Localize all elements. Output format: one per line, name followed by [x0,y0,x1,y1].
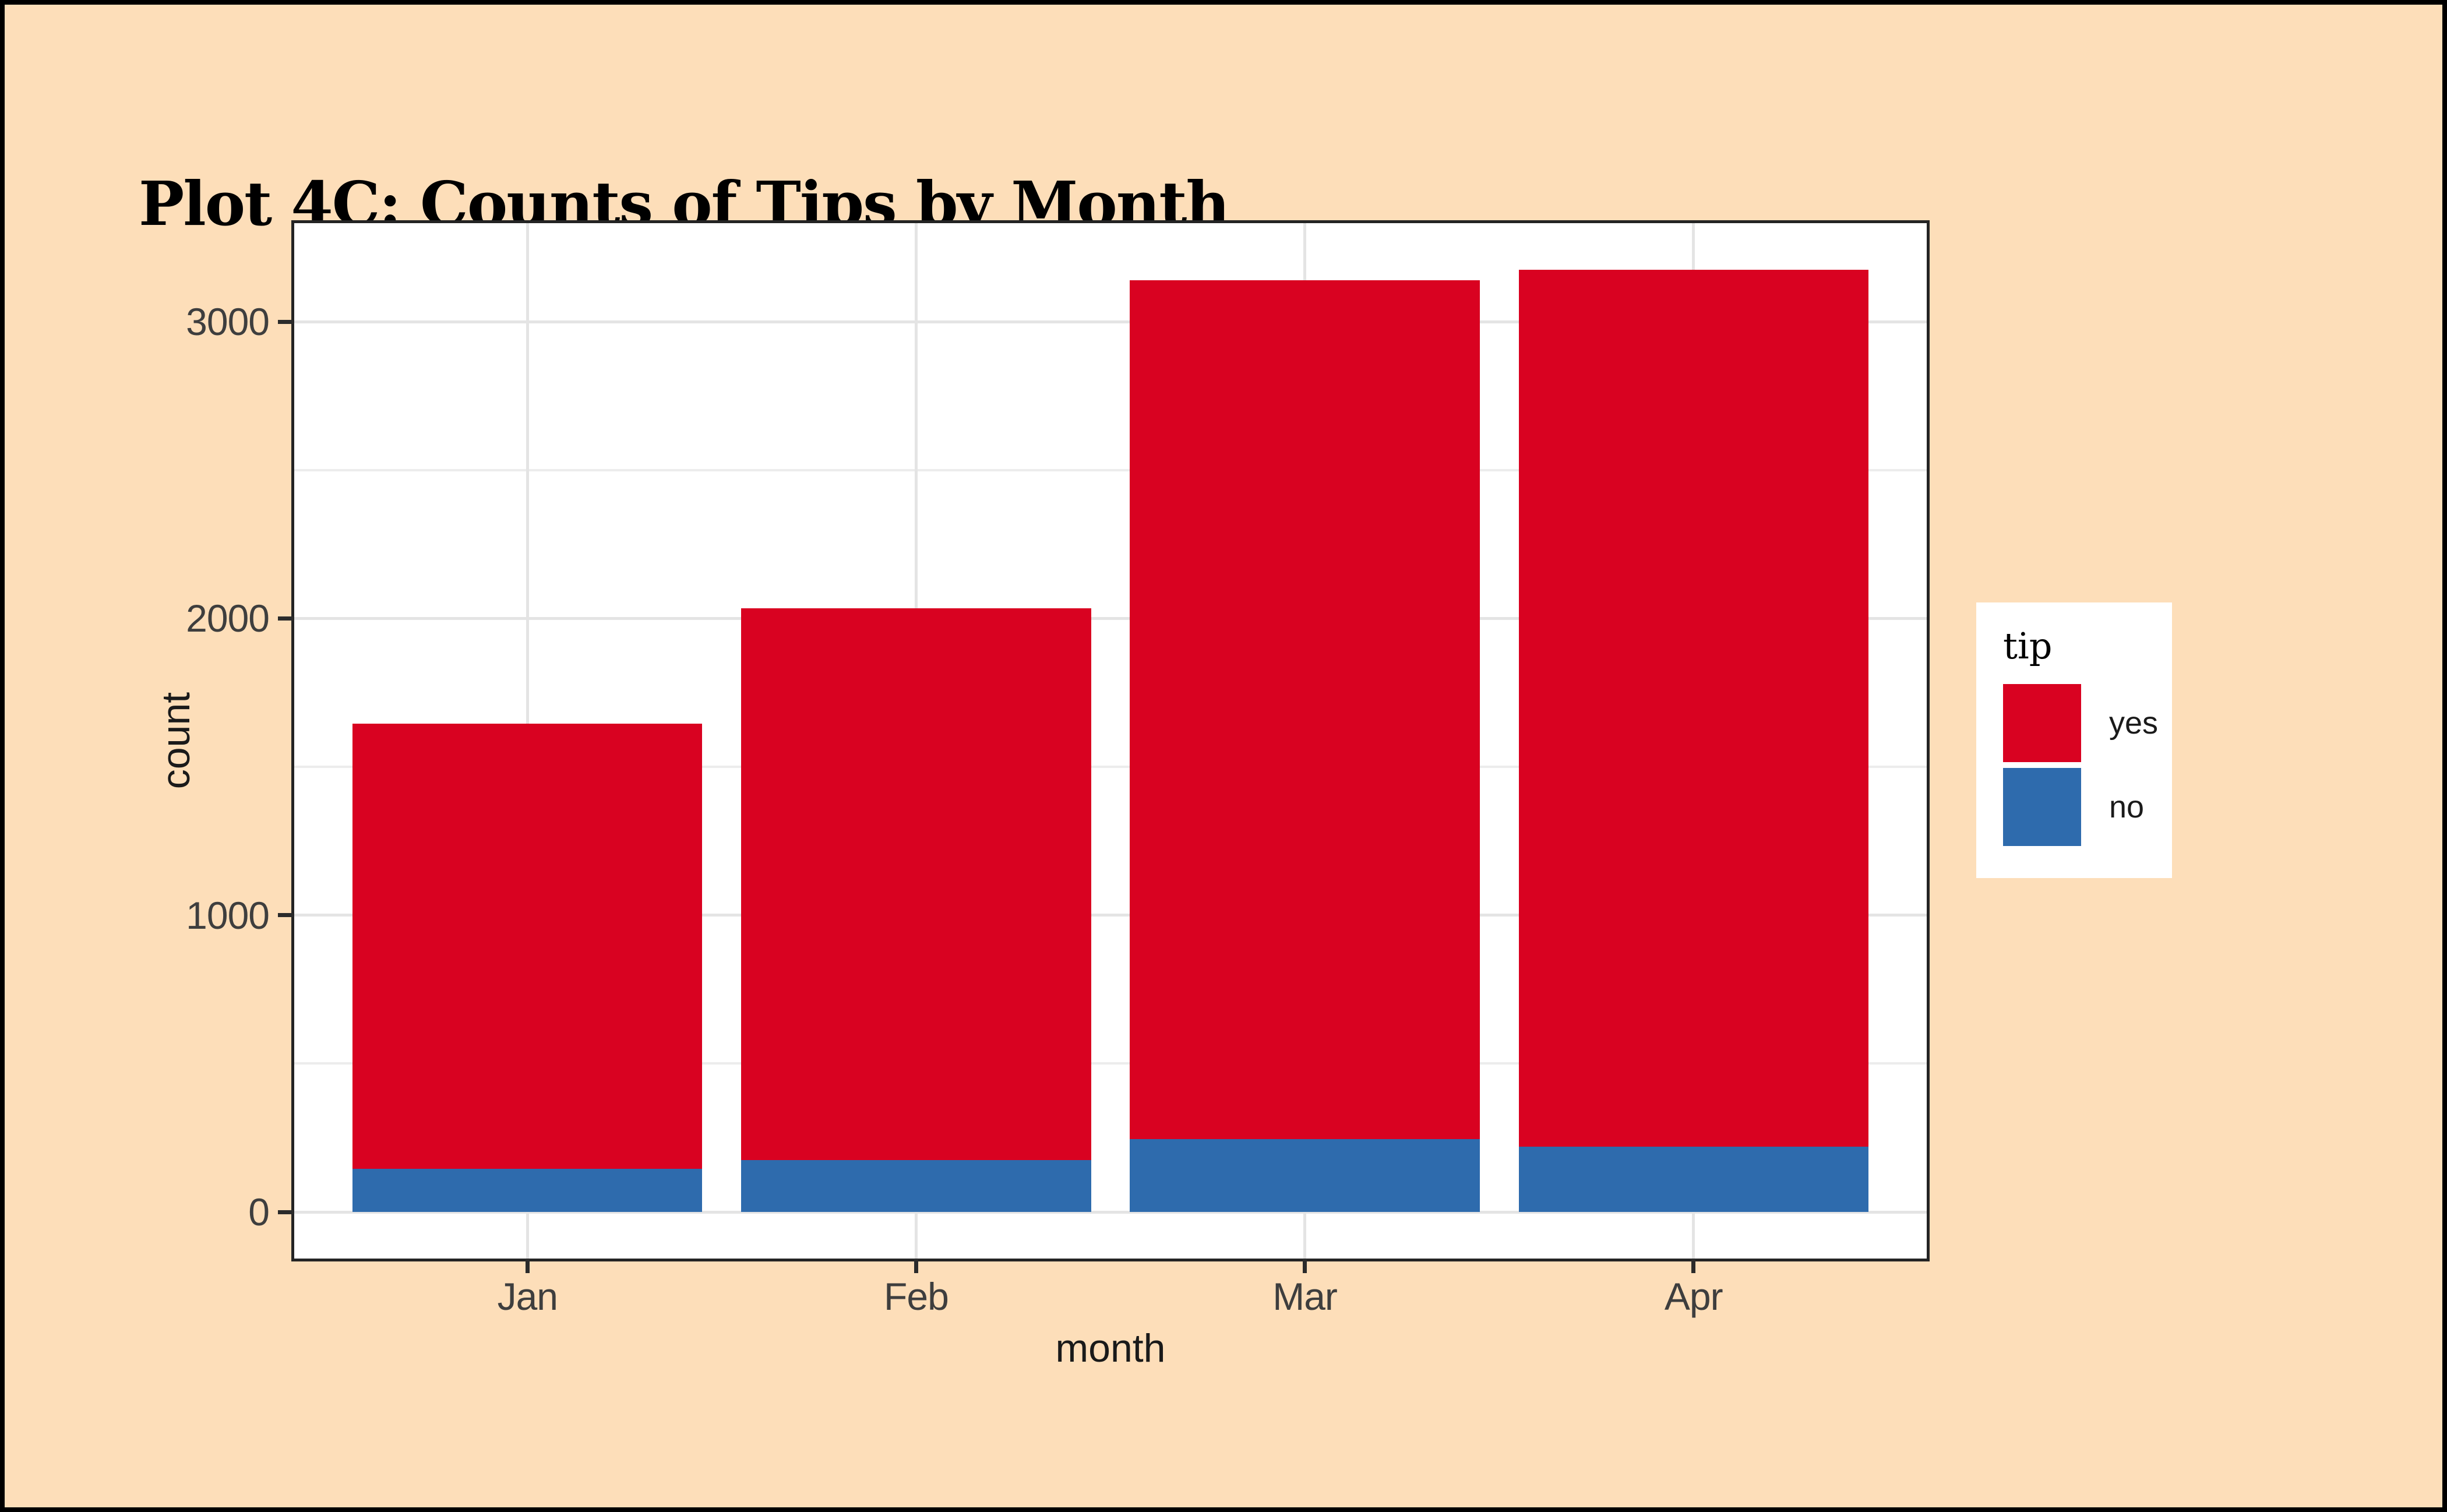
bar-apr-no-segment [1518,1146,1868,1213]
y-tick-label-3000: 3000 [186,300,270,344]
bar-mar-no-segment [1130,1139,1480,1213]
x-tick-label-feb: Feb [884,1275,949,1318]
plot-panel [291,220,1930,1261]
legend-title: tip [2003,625,2053,667]
legend-item-no: no [2003,768,2172,846]
legend-key-no [2003,768,2081,846]
bar-jan-no-segment [352,1169,703,1213]
gridline-minor-2500 [294,468,1927,471]
bar-feb-yes-segment [741,608,1091,1160]
x-tick-label-mar: Mar [1272,1275,1338,1318]
legend-items: yes no [2003,684,2172,846]
y-tick-0 [278,1210,294,1214]
legend-label-yes: yes [2109,706,2159,741]
x-tick-jan [525,1259,530,1273]
bar-mar-yes-segment [1130,280,1480,1140]
x-tick-label-jan: Jan [497,1275,558,1318]
y-tick-3000 [278,319,294,324]
y-axis-title: count [154,692,198,790]
legend-item-yes: yes [2003,684,2172,762]
x-axis-title: month [1055,1326,1166,1370]
y-tick-label-2000: 2000 [186,597,270,640]
x-tick-label-apr: Apr [1664,1275,1723,1318]
x-tick-mar [1303,1259,1307,1273]
y-tick-1000 [278,913,294,918]
gridline-major-3000 [294,320,1927,323]
x-tick-apr [1691,1259,1696,1273]
gridline-major-2000 [294,616,1927,620]
legend: tip yes no [1976,602,2172,878]
gridline-minor-1500 [294,766,1927,769]
y-tick-label-0: 0 [248,1190,270,1234]
x-tick-feb [914,1259,918,1273]
y-tick-2000 [278,616,294,621]
gridline-minor-500 [294,1062,1927,1065]
bar-feb-no-segment [741,1159,1091,1213]
y-tick-label-1000: 1000 [186,893,270,937]
bar-apr-yes-segment [1518,269,1868,1147]
legend-key-yes [2003,684,2081,762]
gridline-major-1000 [294,914,1927,917]
gridline-major-0 [294,1210,1927,1214]
legend-label-no: no [2109,790,2145,824]
bar-jan-yes-segment [352,724,703,1169]
plot-area [294,223,1927,1259]
